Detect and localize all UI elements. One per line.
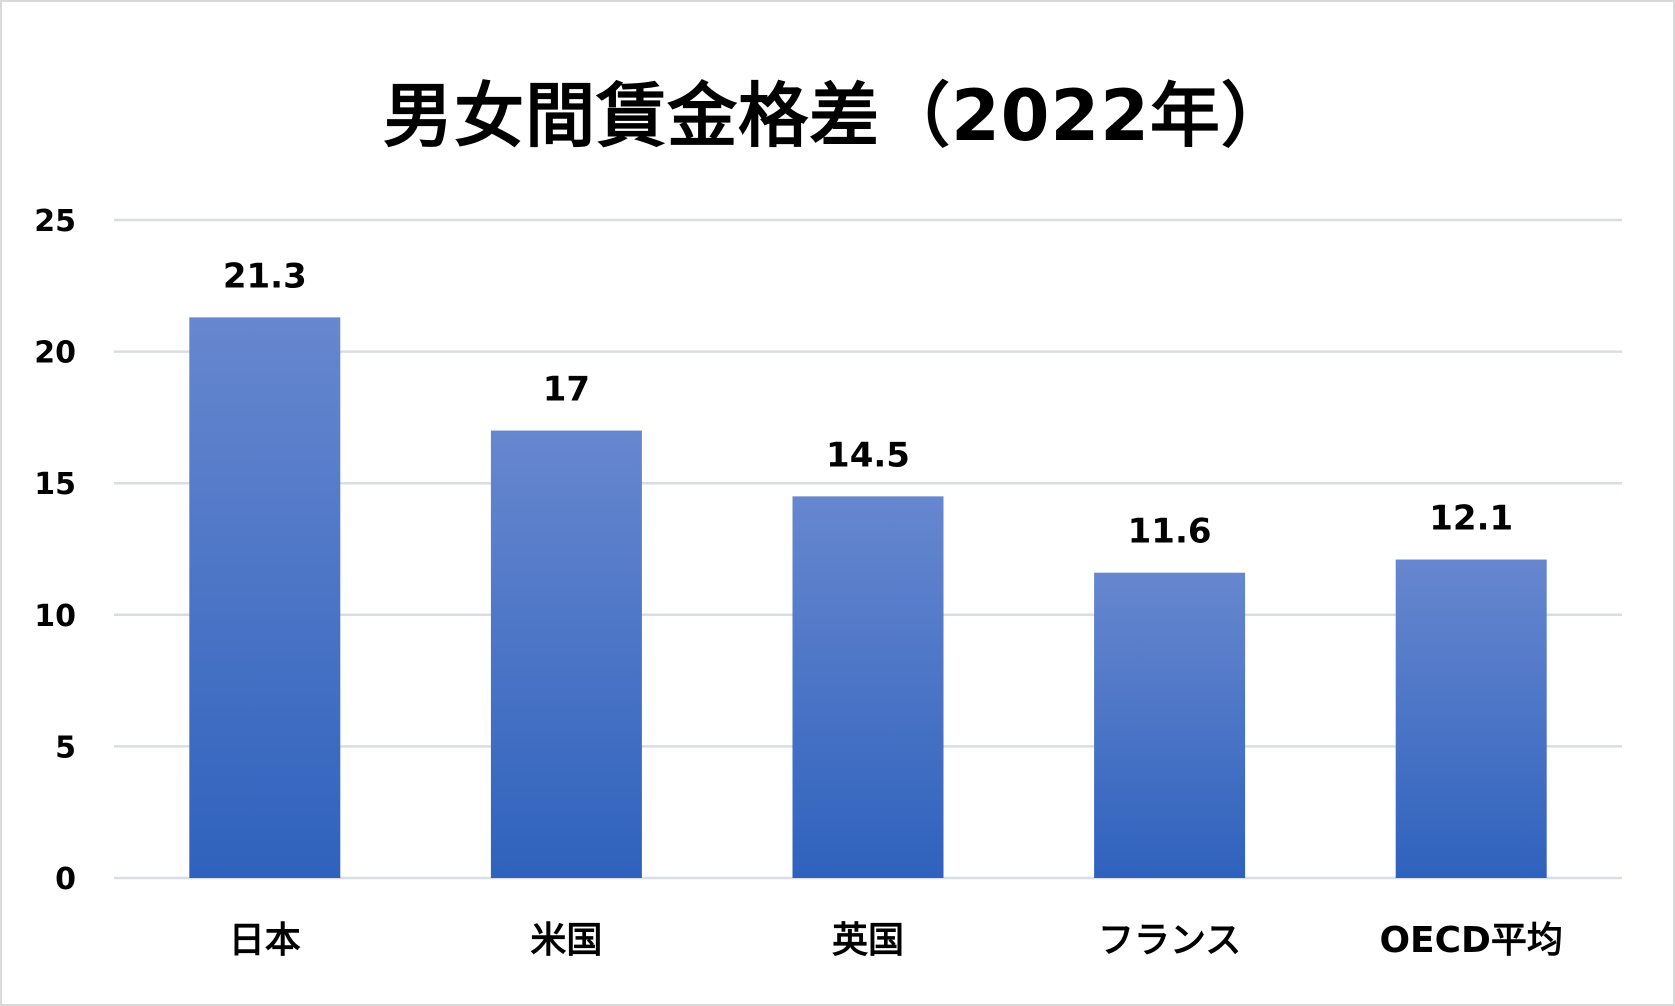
x-axis-categories: 日本 米国 英国 フランス OECD平均 xyxy=(229,920,1563,961)
category-label: 英国 xyxy=(832,920,904,961)
y-tick-label: 20 xyxy=(34,336,76,371)
y-tick-label: 0 xyxy=(55,862,76,897)
data-label: 14.5 xyxy=(826,435,910,475)
y-tick-label: 10 xyxy=(34,599,76,634)
category-label: 日本 xyxy=(229,920,301,961)
category-label: 米国 xyxy=(530,920,602,961)
bar-1 xyxy=(189,317,341,878)
bars xyxy=(189,317,1547,878)
data-label: 17 xyxy=(543,370,590,410)
y-tick-label: 15 xyxy=(34,467,76,502)
category-label: OECD平均 xyxy=(1379,920,1563,961)
category-label: フランス xyxy=(1098,920,1241,961)
y-axis-ticks: 0 5 10 15 20 25 xyxy=(34,204,76,897)
y-tick-label: 25 xyxy=(34,204,76,239)
y-tick-label: 5 xyxy=(55,730,76,765)
bar-2 xyxy=(490,430,642,878)
bar-5 xyxy=(1395,559,1547,878)
bar-3 xyxy=(792,496,944,878)
data-label: 12.1 xyxy=(1429,499,1513,539)
bar-4 xyxy=(1094,572,1246,878)
chart-title: 男女間賃金格差（2022年） xyxy=(383,75,1292,157)
data-label: 11.6 xyxy=(1128,512,1212,552)
data-labels: 21.3 17 14.5 11.6 12.1 xyxy=(223,256,1513,551)
data-label: 21.3 xyxy=(223,256,307,296)
